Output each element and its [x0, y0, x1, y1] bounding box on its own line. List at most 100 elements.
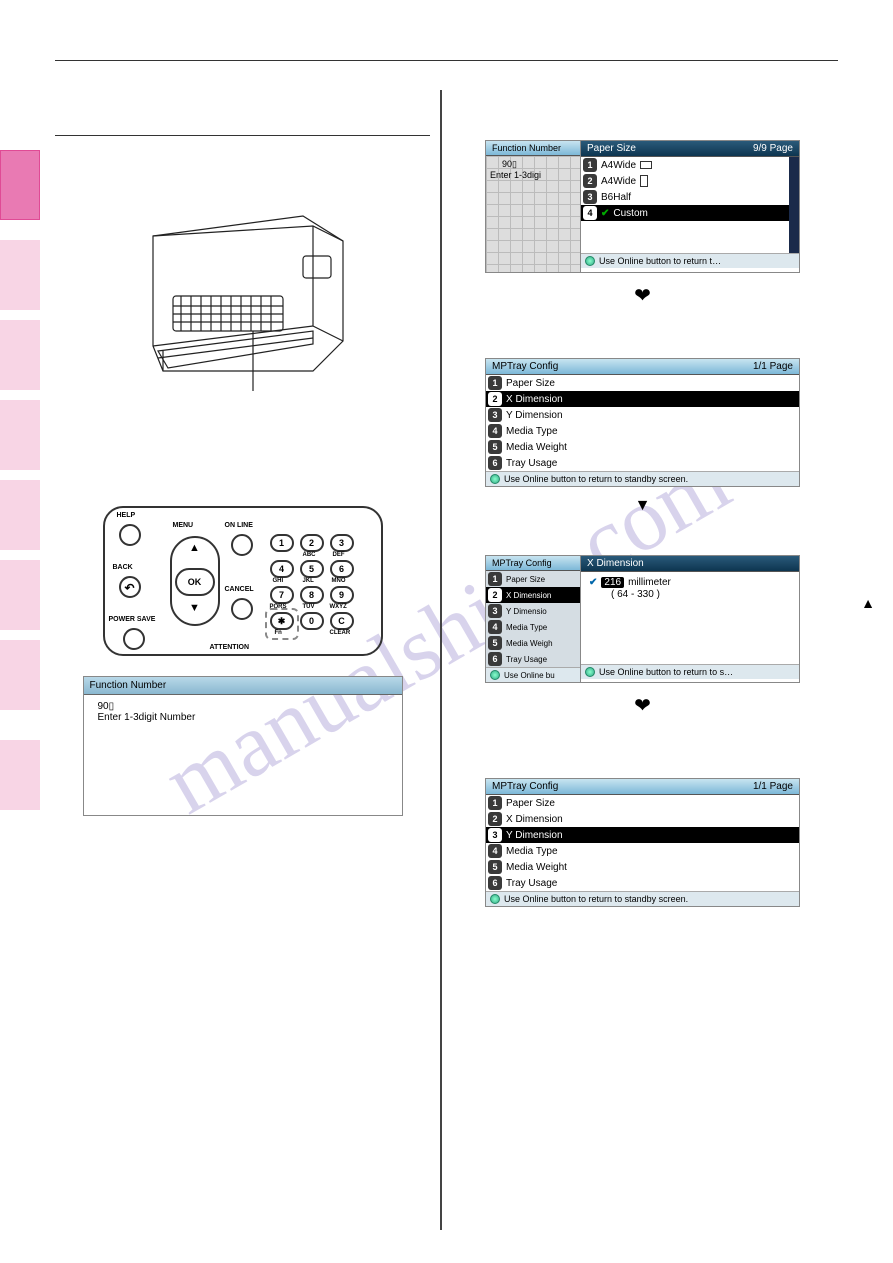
s4-header: MPTray Config 1/1 Page — [486, 779, 799, 795]
s4-item-4[interactable]: 4Media Type — [486, 843, 799, 859]
s2-item-2[interactable]: 2X Dimension — [486, 391, 799, 407]
s2-item-4[interactable]: 4Media Type — [486, 423, 799, 439]
key-6[interactable]: 6 — [330, 560, 354, 578]
x-dimension-screen: MPTray Config 1Paper Size 2X Dimension 3… — [485, 555, 800, 683]
s1-item-1[interactable]: 1A4Wide — [581, 157, 789, 173]
s4-item-1[interactable]: 1Paper Size — [486, 795, 799, 811]
s1-left-line2: Enter 1-3digi — [490, 170, 576, 180]
s3-l-1: 1Paper Size — [486, 571, 580, 587]
portrait-icon — [640, 175, 648, 187]
key-2[interactable]: 2 — [300, 534, 324, 552]
side-tab-6[interactable] — [0, 560, 40, 630]
s1-item-4[interactable]: 4✔Custom — [581, 205, 789, 221]
s2-item-5[interactable]: 5Media Weight — [486, 439, 799, 455]
s4-item-2[interactable]: 2X Dimension — [486, 811, 799, 827]
side-tab-4[interactable] — [0, 400, 40, 470]
s3-value: 216 — [601, 577, 624, 588]
key-7[interactable]: 7 — [270, 586, 294, 604]
side-tab-5[interactable] — [0, 480, 40, 550]
key-5[interactable]: 5 — [300, 560, 324, 578]
s1-left-line1: 90▯ — [490, 159, 576, 170]
s2-item-3[interactable]: 3Y Dimension — [486, 407, 799, 423]
cancel-label: CANCEL — [225, 586, 254, 593]
page-next-arrow[interactable]: ▲ — [861, 595, 875, 611]
attention-label: ATTENTION — [210, 644, 250, 651]
left-column: HELP MENU ON LINE BACK ↶ CANCEL POWER SA… — [55, 90, 430, 816]
online-label: ON LINE — [225, 522, 253, 529]
cancel-button[interactable] — [231, 598, 253, 620]
side-tab-1[interactable] — [0, 150, 40, 220]
side-tab-8[interactable] — [0, 740, 40, 810]
help-label: HELP — [117, 512, 136, 519]
s3-footer: Use Online button to return to s… — [581, 664, 799, 679]
s1-item-3[interactable]: 3B6Half — [581, 189, 789, 205]
key-3[interactable]: 3 — [330, 534, 354, 552]
s3-left-header: MPTray Config — [486, 556, 580, 571]
s3-value-row[interactable]: ✔ 216 millimeter — [587, 576, 793, 589]
sub-6: MNO — [332, 578, 346, 584]
side-tab-7[interactable] — [0, 640, 40, 710]
key-9[interactable]: 9 — [330, 586, 354, 604]
screen1-right-header: Paper Size 9/9 Page — [581, 141, 799, 157]
s4-item-6[interactable]: 6Tray Usage — [486, 875, 799, 891]
check-icon: ✔ — [589, 577, 597, 588]
control-panel-keypad: HELP MENU ON LINE BACK ↶ CANCEL POWER SA… — [103, 506, 383, 656]
top-rule — [55, 60, 838, 61]
chevron-down-icon: ❤ — [445, 283, 840, 308]
s1-page: 9/9 Page — [753, 143, 793, 154]
chevron-down-icon: ▼ — [445, 497, 840, 515]
key-4[interactable]: 4 — [270, 560, 294, 578]
s2-item-1[interactable]: 1Paper Size — [486, 375, 799, 391]
scrollbar[interactable] — [789, 157, 799, 253]
landscape-icon — [640, 161, 652, 169]
s1-footer: Use Online button to return t… — [581, 253, 799, 268]
key-1[interactable]: 1 — [270, 534, 294, 552]
led-icon — [490, 474, 500, 484]
s2-item-6[interactable]: 6Tray Usage — [486, 455, 799, 471]
function-number-screen: Function Number 90▯ Enter 1-3digit Numbe… — [83, 676, 403, 816]
help-button[interactable] — [119, 524, 141, 546]
section-rule — [55, 135, 430, 136]
led-icon — [585, 256, 595, 266]
s2-footer: Use Online button to return to standby s… — [486, 471, 799, 486]
s4-item-5[interactable]: 5Media Weight — [486, 859, 799, 875]
side-tab-2[interactable] — [0, 240, 40, 310]
key-8[interactable]: 8 — [300, 586, 324, 604]
printer-illustration — [113, 196, 373, 406]
s4-item-3[interactable]: 3Y Dimension — [486, 827, 799, 843]
back-button[interactable]: ↶ — [119, 576, 141, 598]
fn-key-highlight — [265, 608, 299, 640]
sub-4: GHI — [273, 578, 284, 584]
s3-l-4: 4Media Type — [486, 619, 580, 635]
fn-screen-header: Function Number — [84, 677, 402, 695]
screen1-left-header: Function Number — [486, 141, 580, 156]
mptray-config-screen-2: MPTray Config 1/1 Page 1Paper Size 2X Di… — [485, 778, 800, 907]
led-icon — [490, 670, 500, 680]
check-icon: ✔ — [601, 208, 609, 219]
s3-left-footer: Use Online bu — [486, 667, 580, 682]
s1-title: Paper Size — [587, 143, 636, 154]
sub-5: JKL — [303, 578, 314, 584]
led-icon — [585, 667, 595, 677]
s3-l-2: 2X Dimension — [486, 587, 580, 603]
s2-header: MPTray Config 1/1 Page — [486, 359, 799, 375]
sub-2: ABC — [303, 552, 316, 558]
column-divider — [440, 90, 442, 1230]
s3-right-header: X Dimension — [581, 556, 799, 572]
sub-clear: CLEAR — [330, 630, 351, 636]
paper-size-screen: Function Number 90▯ Enter 1-3digi Paper … — [485, 140, 800, 273]
fn-line2: Enter 1-3digit Number — [98, 712, 388, 723]
powersave-button[interactable] — [123, 628, 145, 650]
side-tab-3[interactable] — [0, 320, 40, 390]
s3-l-6: 6Tray Usage — [486, 651, 580, 667]
s3-range: ( 64 - 330 ) — [587, 589, 793, 600]
menu-label: MENU — [173, 522, 194, 529]
key-clear[interactable]: C — [330, 612, 354, 630]
ok-button[interactable]: OK — [175, 568, 215, 596]
online-button[interactable] — [231, 534, 253, 556]
back-label: BACK — [113, 564, 133, 571]
chevron-down-icon: ❤ — [445, 693, 840, 718]
right-column: Function Number 90▯ Enter 1-3digi Paper … — [445, 90, 840, 907]
key-0[interactable]: 0 — [300, 612, 324, 630]
s1-item-2[interactable]: 2A4Wide — [581, 173, 789, 189]
